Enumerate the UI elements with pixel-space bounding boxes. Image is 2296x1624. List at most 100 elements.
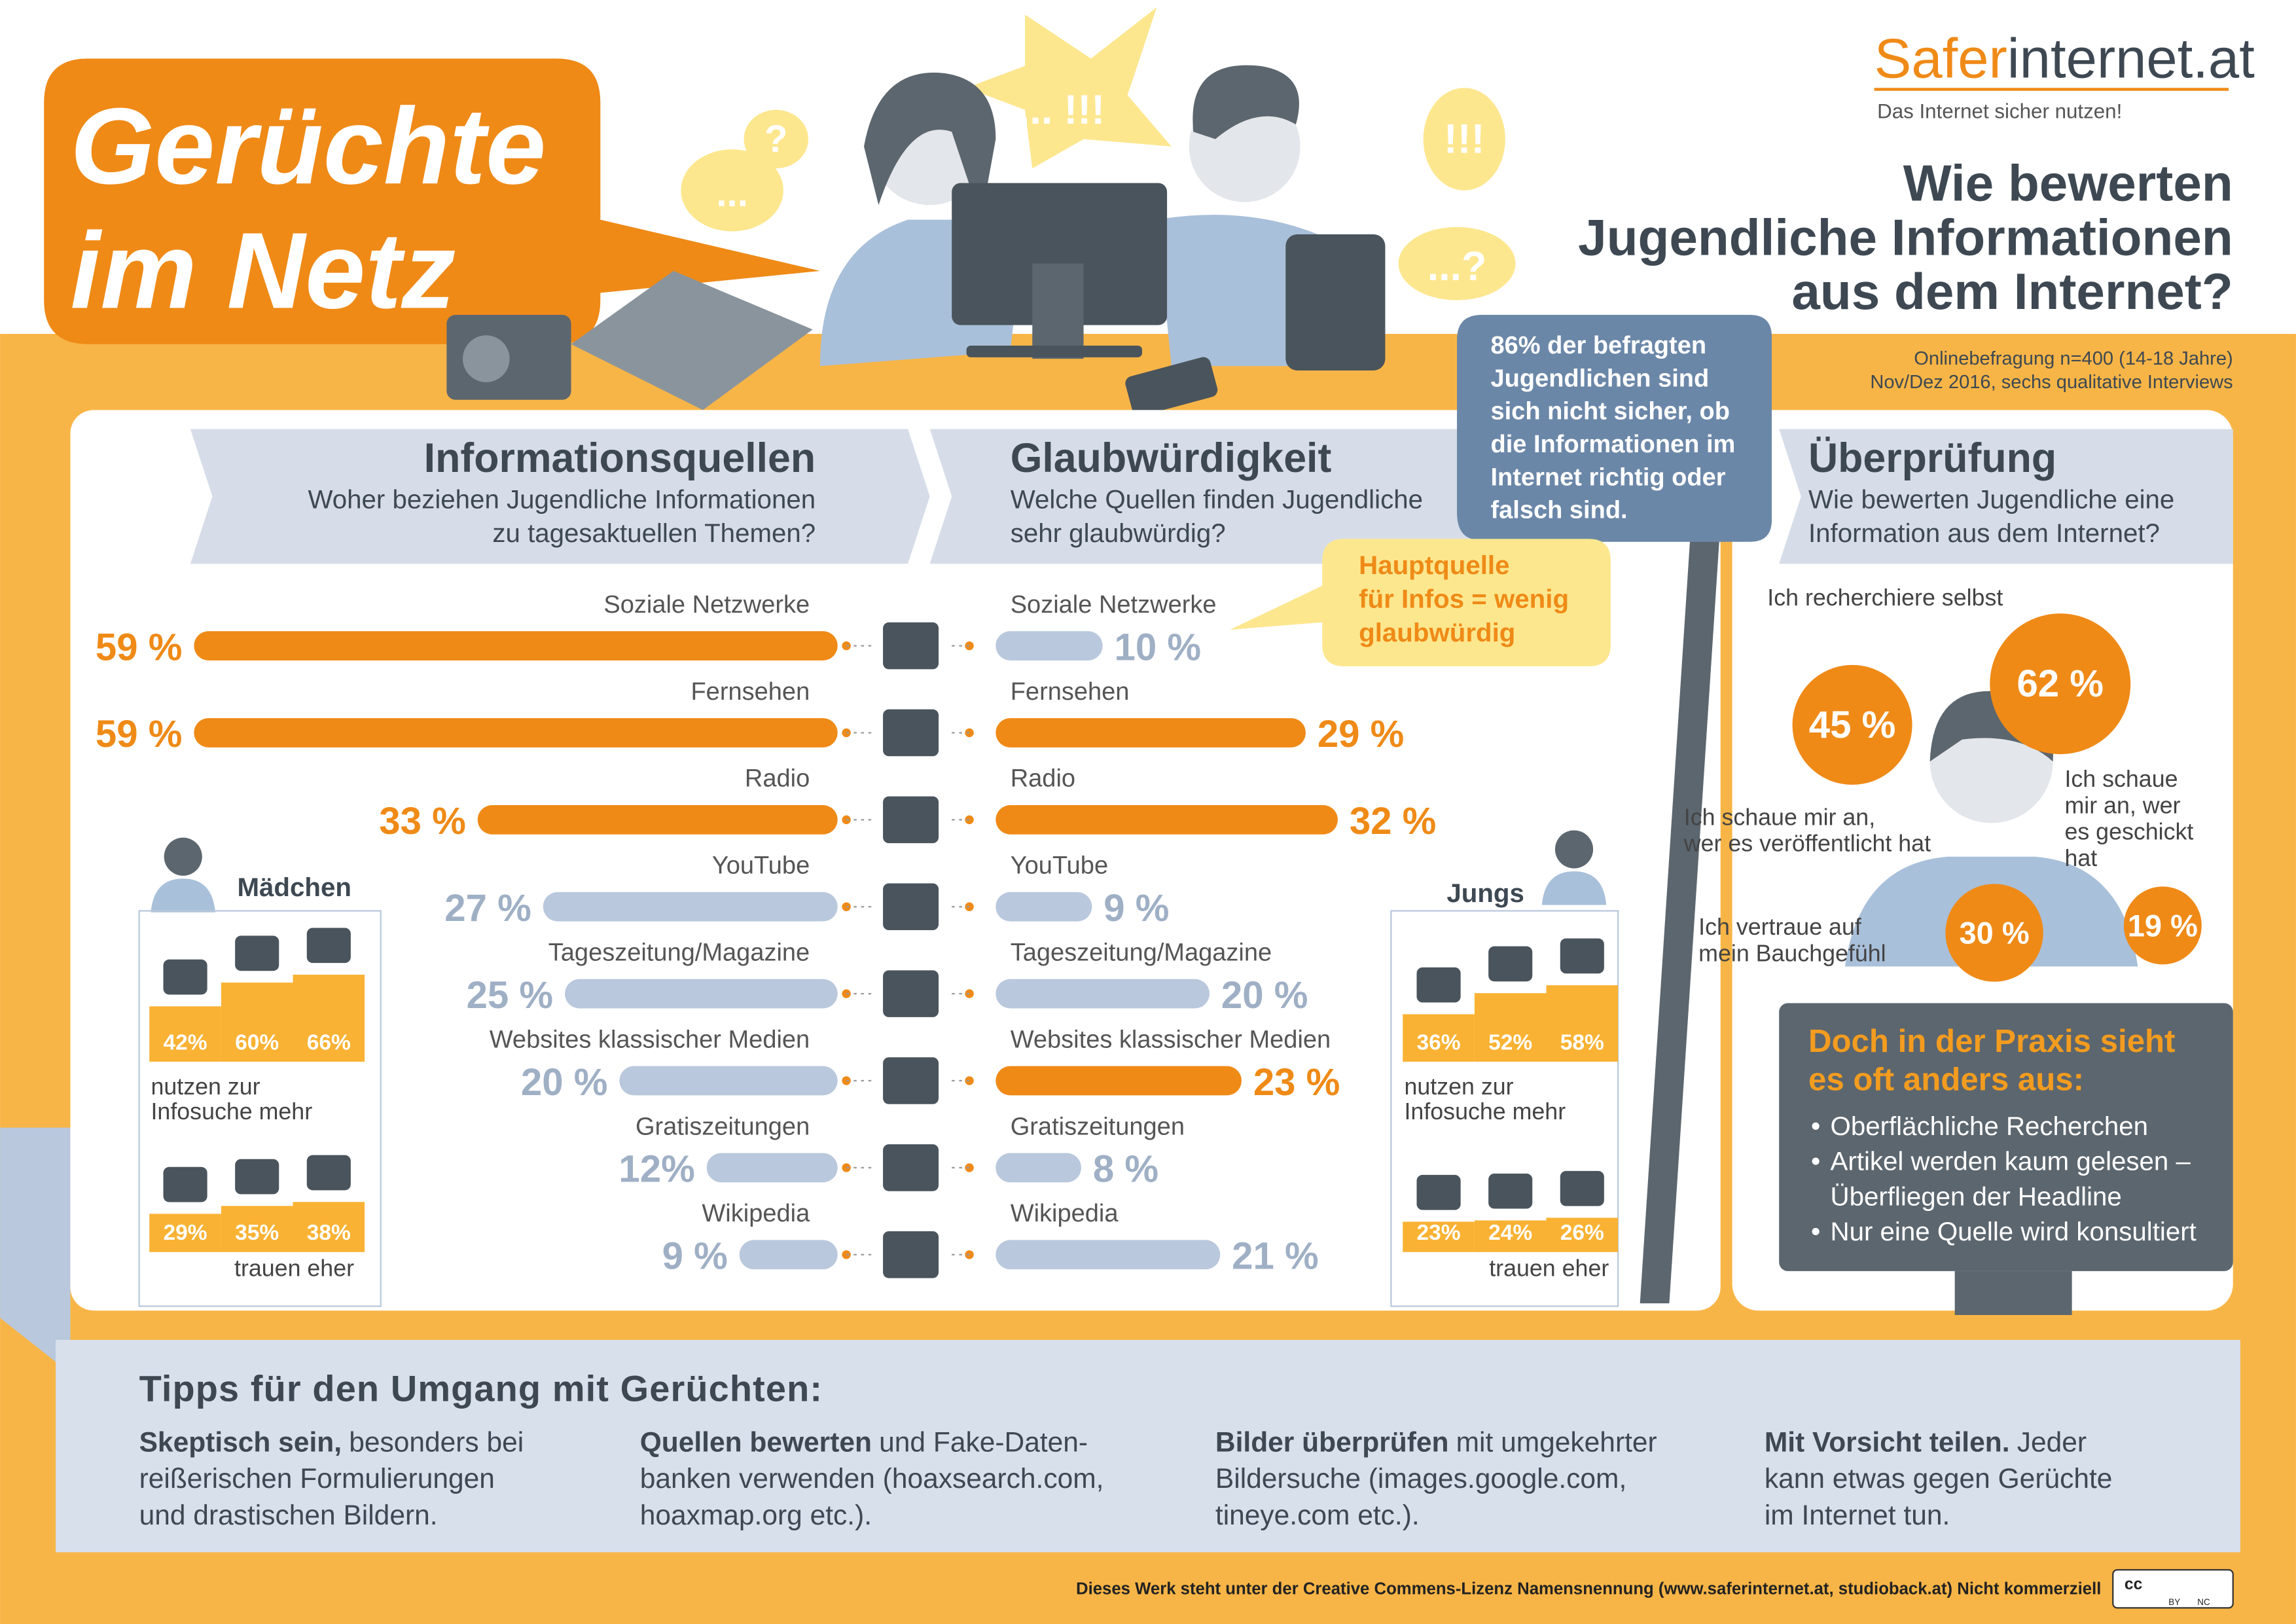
radio-speaker <box>463 335 510 382</box>
bubble-category: Ich schaue <box>2064 766 2178 792</box>
logo: Saferinternet.at <box>1874 27 2255 90</box>
group-frame <box>1390 910 1619 1307</box>
value-label: 10 % <box>1115 626 1202 668</box>
value-label: 8 % <box>1093 1148 1158 1191</box>
category-label: YouTube <box>1011 852 1108 880</box>
tip-lead: Skeptisch sein, <box>139 1427 342 1458</box>
annotation: glaubwürdig <box>1359 618 1515 647</box>
step-value-label: 58% <box>1560 1030 1604 1055</box>
tip-lead: Mit Vorsicht teilen. <box>1765 1427 2010 1458</box>
logo-brand: Safer <box>1874 27 2007 90</box>
icon <box>1488 946 1533 982</box>
cc-badge <box>2112 1569 2234 1609</box>
person-head <box>164 837 202 876</box>
step-value-label: 26% <box>1560 1221 1604 1245</box>
bubble-text: ...? <box>1427 244 1486 289</box>
bar <box>543 892 838 922</box>
bubble-category: mein Bauchgefühl <box>1698 940 1886 966</box>
step-caption: Infosuche mehr <box>1405 1098 1566 1125</box>
bubble-category: es geschickt <box>2064 819 2193 845</box>
category-label: Gratiszeitungen <box>636 1113 810 1140</box>
section-subtitle: Information aus dem Internet? <box>1808 518 2160 548</box>
step-value-label: 24% <box>1488 1221 1532 1245</box>
step-value-label: 38% <box>307 1221 351 1245</box>
group-title: Mädchen <box>237 873 351 902</box>
icon <box>883 1057 939 1104</box>
icon <box>306 1155 351 1191</box>
tip-text: besonders bei <box>349 1427 524 1458</box>
tip-line: tineye.com etc.). <box>1215 1500 1420 1531</box>
tip-text: Jeder <box>2017 1427 2087 1458</box>
section-title: Glaubwürdigkeit <box>1011 435 1332 481</box>
bubble <box>2123 886 2202 965</box>
category-label: YouTube <box>712 852 810 880</box>
tip-line: banken verwenden (hoaxsearch.com, <box>640 1464 1104 1494</box>
phone <box>1125 357 1218 416</box>
callout-text: die Informationen im <box>1490 431 1735 458</box>
step-value-label: 42% <box>163 1030 207 1055</box>
step-value-label: 36% <box>1416 1030 1460 1055</box>
bubble-label: 19 % <box>2128 908 2198 943</box>
boy-hair <box>1193 65 1299 139</box>
speech-bubble <box>681 149 783 232</box>
tip-text: und Fake-Daten- <box>879 1427 1088 1458</box>
tip-lead: Quellen bewerten <box>640 1427 872 1458</box>
bar <box>996 1066 1242 1096</box>
category-label: Tageszeitung/Magazine <box>1011 939 1272 966</box>
callout-text: sich nicht sicher, ob <box>1490 398 1729 425</box>
section-subtitle: Woher beziehen Jugendliche Informationen <box>308 484 816 514</box>
badge-text: cc <box>2125 1576 2142 1593</box>
step-bar <box>1403 1014 1475 1062</box>
icon <box>306 928 351 964</box>
chevron-header <box>929 429 1486 564</box>
title-bubble <box>44 58 820 344</box>
tip-line: Bildersuche (images.google.com, <box>1215 1464 1626 1494</box>
tip-text: mit umgekehrter <box>1456 1427 1657 1458</box>
bubble-text: !!! <box>1444 117 1485 162</box>
value-label: 27 % <box>444 887 531 929</box>
icon <box>1560 1170 1604 1206</box>
category-label: Websites klassischer Medien <box>1011 1026 1331 1053</box>
step-bar <box>293 975 365 1062</box>
callout-text: 86% der befragten <box>1490 332 1706 359</box>
logo-tagline: Das Internet sicher nutzen! <box>1877 100 2122 123</box>
step-bar <box>1474 1220 1547 1252</box>
category-label: Tageszeitung/Magazine <box>548 939 810 966</box>
step-value-label: 66% <box>307 1030 351 1055</box>
category-label: Radio <box>1011 765 1075 793</box>
callout-text: falsch sind. <box>1490 497 1627 524</box>
bubble-category: Ich schaue mir an, <box>1684 804 1875 830</box>
tip-line: Skeptisch sein, besonders bei <box>139 1427 524 1458</box>
badge-text: BY <box>2168 1597 2180 1607</box>
step-bar <box>293 1202 365 1252</box>
bubble-category: wer es veröffentlicht hat <box>1683 831 1931 857</box>
bullet <box>1812 1122 1820 1130</box>
value-label: 21 % <box>1232 1235 1319 1278</box>
practice-item: Oberflächliche Recherchen <box>1831 1111 2148 1141</box>
bubble-category: Ich vertraue auf <box>1698 914 1861 940</box>
question: Jugendliche Informationen <box>1578 208 2233 266</box>
icon <box>163 1166 207 1202</box>
value-label: 25 % <box>467 974 554 1017</box>
step-caption: nutzen zur <box>1405 1074 1514 1100</box>
step-bar <box>1474 993 1547 1062</box>
bubble-label: 62 % <box>2017 662 2104 705</box>
bar <box>996 1240 1221 1270</box>
speech-bubble <box>1398 226 1516 300</box>
category-label: Websites klassischer Medien <box>490 1026 810 1053</box>
step-caption: trauen eher <box>234 1255 354 1281</box>
method: Nov/Dez 2016, sechs qualitative Intervie… <box>1870 372 2233 393</box>
practice-title: Doch in der Praxis sieht <box>1808 1023 2176 1059</box>
icon <box>883 709 939 757</box>
bar <box>565 979 838 1009</box>
icon <box>235 1159 279 1195</box>
step-bar <box>1546 1218 1619 1252</box>
bubble-text: ... !!! <box>1018 87 1105 133</box>
tip-line: Mit Vorsicht teilen. Jeder <box>1765 1427 2087 1458</box>
step-bar <box>1546 985 1619 1062</box>
section-subtitle: zu tagesaktuellen Themen? <box>492 518 816 548</box>
step-bar <box>221 983 293 1062</box>
monitor <box>952 183 1168 325</box>
bar <box>996 804 1338 835</box>
